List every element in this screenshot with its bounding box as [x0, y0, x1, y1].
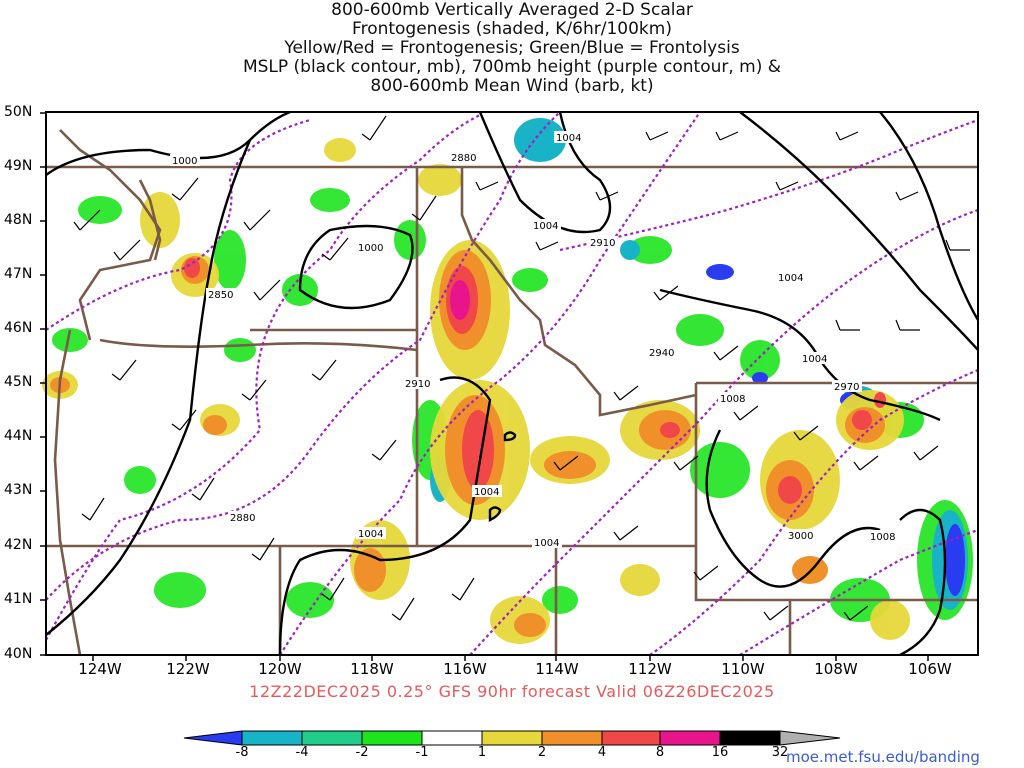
- height-contours: [45, 111, 979, 656]
- cb-swatch-4: [422, 731, 482, 745]
- cb-swatch-6: [542, 731, 602, 745]
- cb-label-4: 1: [477, 745, 487, 760]
- lon-label-120w: 120W: [258, 660, 302, 678]
- mslp-contours: [45, 110, 980, 657]
- cb-swatch-2: [302, 731, 362, 745]
- mslp-label-5: 1004: [778, 273, 803, 284]
- height-label-4: 2940: [649, 348, 674, 359]
- lat-label-46n: 46N: [4, 320, 33, 336]
- lat-label-40n: 40N: [4, 646, 33, 662]
- cb-swatch-10: [780, 731, 840, 745]
- mslp-label-10: 1004: [534, 538, 559, 549]
- cb-swatch-7: [602, 731, 660, 745]
- cb-label-2: -2: [355, 745, 369, 760]
- title-line-1: 800-600mb Vertically Averaged 2-D Scalar: [331, 0, 693, 20]
- lon-label-112w: 112W: [628, 660, 672, 678]
- lon-label-108w: 108W: [814, 660, 858, 678]
- cb-swatch-8: [660, 731, 720, 745]
- title-line-4: MSLP (black contour, mb), 700mb height (…: [242, 57, 782, 77]
- credit-link[interactable]: moe.met.fsu.edu/banding: [786, 748, 980, 766]
- mslp-label-7: 1004: [474, 487, 499, 498]
- wind-barbs: [73, 115, 970, 621]
- mslp-label-8: 1004: [358, 529, 383, 540]
- cb-label-0: -8: [235, 745, 249, 760]
- mslp-label-4: 1004: [533, 221, 558, 232]
- colorbar: [183, 730, 841, 746]
- lat-label-41n: 41N: [4, 591, 33, 607]
- cb-swatch-1: [242, 731, 302, 745]
- cb-swatch-5: [482, 731, 542, 745]
- lat-label-43n: 43N: [4, 482, 33, 498]
- cb-label-5: 2: [537, 745, 547, 760]
- height-label-2: 2850: [208, 290, 233, 301]
- lon-label-122w: 122W: [166, 660, 210, 678]
- cb-swatch-3: [362, 731, 422, 745]
- cb-label-8: 16: [711, 745, 729, 760]
- height-label-8: 3000: [788, 531, 813, 542]
- lon-label-124w: 124W: [78, 660, 122, 678]
- frontogenesis-shading: [42, 118, 973, 644]
- lat-label-42n: 42N: [4, 537, 33, 553]
- height-label-3: 2910: [590, 238, 615, 249]
- cb-swatch-0: [184, 731, 242, 745]
- height-label-7: 2880: [230, 513, 255, 524]
- axis-ticks: [40, 112, 929, 661]
- cb-label-3: -1: [415, 745, 429, 760]
- lat-label-45n: 45N: [4, 374, 33, 390]
- political-borders: [46, 129, 978, 656]
- height-label-6: 2970: [834, 382, 859, 393]
- title-line-2: Frontogenesis (shaded, K/6hr/100km): [352, 19, 672, 39]
- mslp-label-11: 1008: [870, 532, 895, 543]
- mslp-label-9: 1008: [720, 394, 745, 405]
- mslp-label-6: 1004: [802, 354, 827, 365]
- height-label-5: 2910: [405, 379, 430, 390]
- cb-label-1: -4: [295, 745, 309, 760]
- cb-swatch-9: [720, 731, 780, 745]
- lat-label-44n: 44N: [4, 428, 33, 444]
- lon-label-114w: 114W: [535, 660, 579, 678]
- map-title: 800-600mb Vertically Averaged 2-D Scalar…: [0, 1, 1024, 96]
- lat-label-48n: 48N: [4, 212, 33, 228]
- lon-label-116w: 116W: [443, 660, 487, 678]
- lon-label-118w: 118W: [350, 660, 394, 678]
- title-line-3: Yellow/Red = Frontogenesis; Green/Blue =…: [284, 38, 740, 58]
- cb-label-7: 8: [655, 745, 665, 760]
- forecast-valid-text: 12Z22DEC2025 0.25° GFS 90hr forecast Val…: [249, 682, 775, 701]
- cb-label-9: 32: [771, 745, 789, 760]
- lat-label-49n: 49N: [4, 158, 33, 174]
- height-label-1: 2880: [451, 153, 476, 164]
- contour-labels: 1000 1000 1004 1004 1004 1004 1004 1004 …: [170, 131, 898, 549]
- lat-label-47n: 47N: [4, 266, 33, 282]
- mslp-label-3: 1004: [556, 133, 581, 144]
- lon-label-110w: 110W: [721, 660, 765, 678]
- lat-label-50n: 50N: [4, 104, 33, 120]
- mslp-label-1: 1000: [172, 156, 197, 167]
- title-line-5: 800-600mb Mean Wind (barb, kt): [370, 76, 654, 96]
- mslp-label-2: 1000: [358, 243, 383, 254]
- cb-label-6: 4: [597, 745, 607, 760]
- lon-label-106w: 106W: [908, 660, 952, 678]
